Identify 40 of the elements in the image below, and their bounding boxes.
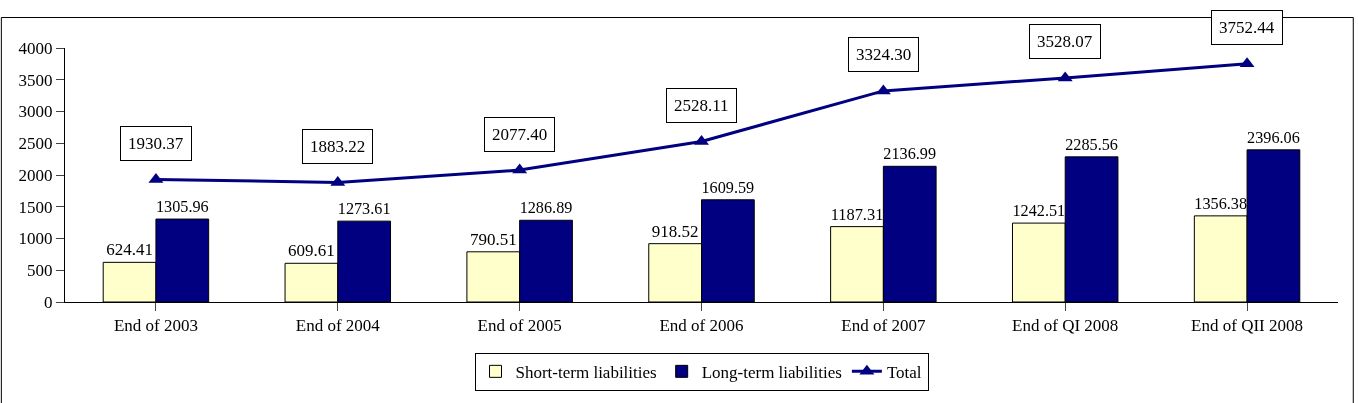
data-label: 2396.06 bbox=[1247, 129, 1300, 148]
data-label: 2528.11 bbox=[674, 96, 729, 115]
data-label: 1242.51 bbox=[1012, 202, 1066, 221]
x-tick-label: End of QI 2008 bbox=[1012, 316, 1119, 336]
data-label: 790.51 bbox=[469, 229, 517, 249]
data-label: 1187.31 bbox=[830, 204, 884, 224]
x-tick-label: End of 2007 bbox=[841, 316, 926, 336]
data-label: 3528.07 bbox=[1037, 32, 1093, 51]
legend-label: Long-term liabilities bbox=[701, 362, 842, 382]
data-label: 1930.37 bbox=[128, 134, 184, 153]
data-label: 2136.99 bbox=[883, 145, 937, 164]
y-tick-label: 1000 bbox=[18, 229, 53, 249]
x-tick-label: End of 2006 bbox=[659, 316, 744, 336]
data-label: 3324.30 bbox=[856, 45, 912, 64]
data-label: 1273.61 bbox=[337, 200, 391, 219]
x-tick-label: End of QII 2008 bbox=[1191, 316, 1304, 336]
data-label: 1305.96 bbox=[155, 198, 209, 217]
data-label: 2285.56 bbox=[1065, 136, 1118, 155]
legend-label: Short-term liabilities bbox=[515, 362, 657, 382]
y-tick-label: 500 bbox=[27, 261, 53, 281]
y-tick-label: 1500 bbox=[18, 197, 53, 217]
data-label: 609.61 bbox=[288, 241, 335, 261]
data-label: 3752.44 bbox=[1219, 18, 1275, 37]
y-tick-label: 3500 bbox=[18, 70, 53, 90]
x-tick-label: End of 2005 bbox=[477, 316, 562, 336]
x-tick-label: End of 2003 bbox=[113, 316, 198, 336]
data-label: 1609.59 bbox=[701, 178, 755, 197]
data-label: 1883.22 bbox=[310, 137, 366, 156]
data-label: 1286.89 bbox=[519, 199, 573, 218]
data-label: 1356.38 bbox=[1194, 195, 1248, 214]
y-tick-label: 3000 bbox=[18, 102, 53, 122]
data-label: 918.52 bbox=[651, 221, 699, 241]
data-label: 624.41 bbox=[106, 240, 153, 260]
legend-label: Total bbox=[886, 362, 922, 382]
x-tick-label: End of 2004 bbox=[295, 316, 381, 336]
y-tick-label: 2500 bbox=[18, 134, 53, 154]
y-tick-label: 2000 bbox=[18, 165, 53, 185]
data-label: 2077.40 bbox=[492, 125, 548, 144]
y-tick-label: 0 bbox=[44, 292, 53, 312]
y-tick-label: 4000 bbox=[18, 38, 53, 58]
